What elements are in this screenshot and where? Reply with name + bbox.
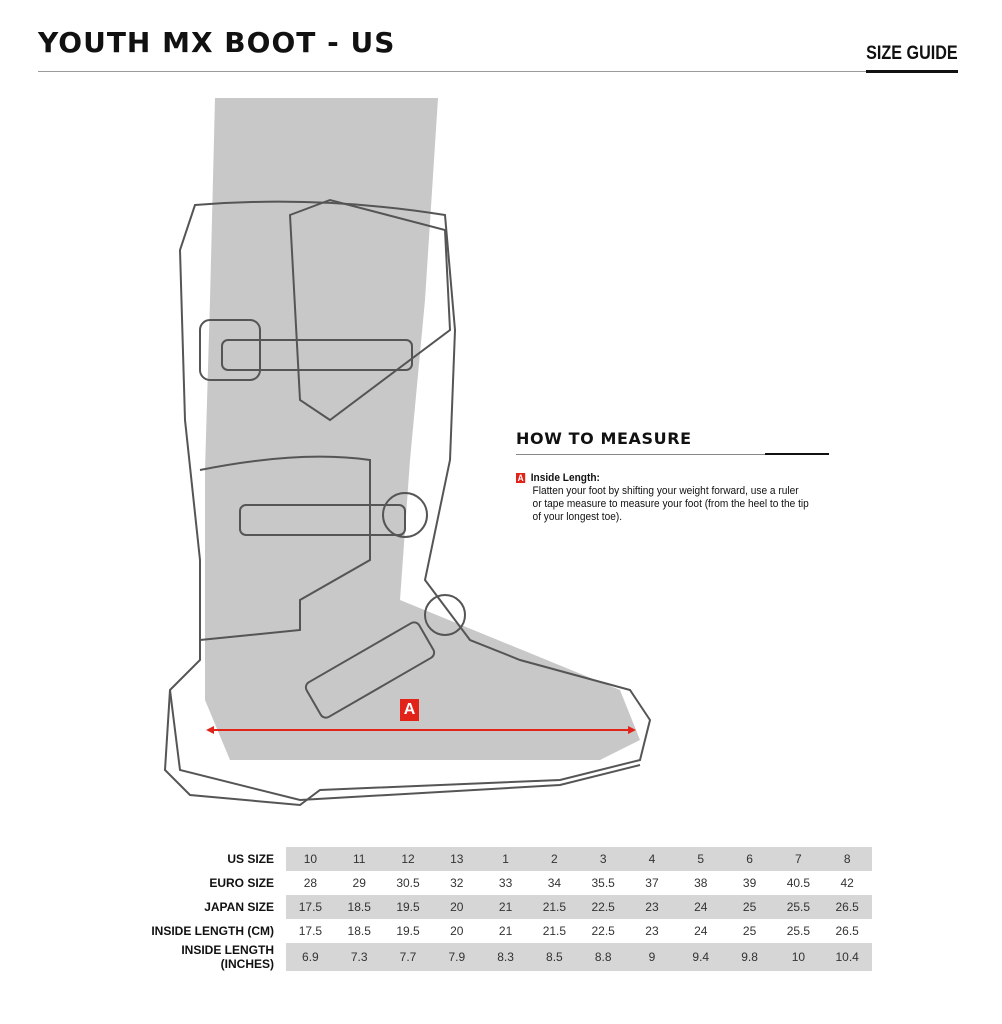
measure-marker-a: A (400, 699, 419, 721)
table-cell: 4 (627, 847, 677, 871)
table-cell: 25 (725, 895, 774, 919)
table-cell: 39 (742, 876, 757, 890)
table-cell: 38 (694, 876, 708, 890)
size-table: US SIZE 10 11 12 13 1 2 3 4 5 6 7 8 EURO SIZE 28 29 30.5… (130, 847, 872, 971)
table-cell: 23 (627, 895, 677, 919)
table-cell: 8 (822, 847, 872, 871)
table-cell: 21 (481, 895, 530, 919)
table-cell: 40.5 (786, 876, 811, 890)
page-title: YOUTH MX BOOT - US (38, 26, 396, 59)
table-cell: 22.5 (591, 924, 615, 938)
table-cell: 30.5 (396, 876, 420, 890)
table-cell: 8.3 (481, 943, 530, 971)
table-cell: 9.4 (676, 943, 726, 971)
arrow-head-left (206, 726, 214, 734)
table-cell: 5 (676, 847, 726, 871)
table-cell: 17.5 (286, 895, 335, 919)
table-cell: 7.7 (383, 943, 433, 971)
table-cell: 23 (645, 924, 659, 938)
row-label: INSIDE LENGTH (CM) (151, 924, 274, 938)
table-cell: 21.5 (529, 895, 579, 919)
table-cell: 20 (450, 924, 464, 938)
table-cell: 28 (303, 876, 318, 890)
instruction-text: Flatten your foot by shifting your weigh… (532, 485, 809, 523)
table-cell: 29 (352, 876, 366, 890)
table-row: INSIDE LENGTH (CM) 17.5 18.5 19.5 20 21 21.5 22… (130, 919, 872, 943)
table-row: US SIZE 10 11 12 13 1 2 3 4 5 6 7 8 (130, 847, 872, 871)
how-to-measure-divider (516, 454, 829, 455)
table-cell: 7.3 (334, 943, 384, 971)
table-cell: 21.5 (542, 924, 567, 938)
table-cell: 7.9 (432, 943, 482, 971)
leg-silhouette (205, 98, 640, 760)
table-row: INSIDE LENGTH (INCHES) 6.9 7.3 7.7 7.9 8.3 8.5… (130, 943, 872, 971)
row-label: INSIDE LENGTH (INCHES) (181, 943, 274, 971)
table-cell: 6 (725, 847, 774, 871)
table-cell: 3 (578, 847, 628, 871)
measure-instruction: A Inside Length: Flatten your foot by shi… (516, 472, 810, 524)
table-cell: 11 (334, 847, 384, 871)
table-cell: 19.5 (383, 895, 433, 919)
table-cell: 1 (481, 847, 530, 871)
table-cell: 34 (547, 876, 562, 890)
table-cell: 33 (498, 876, 513, 890)
table-cell: 10.4 (822, 943, 872, 971)
table-row: JAPAN SIZE 17.5 18.5 19.5 20 21 21.5 22.5 23 24 25… (130, 895, 872, 919)
instruction-badge: A (516, 473, 526, 483)
table-cell: 32 (450, 876, 464, 890)
table-row: EURO SIZE 28 29 30.5 32 33 34 35.5 37 38 39 40.5 42 (130, 871, 872, 895)
boot-shaft (163, 200, 652, 807)
table-cell: 18.5 (347, 924, 371, 938)
table-cell: 25.5 (773, 895, 823, 919)
table-cell: 8.5 (529, 943, 579, 971)
table-cell: 26.5 (835, 924, 859, 938)
table-cell: 35.5 (591, 876, 615, 890)
how-to-measure-divider-accent (765, 453, 829, 455)
table-cell: 25 (742, 924, 757, 938)
table-cell: 42 (840, 876, 854, 890)
table-cell: 17.5 (298, 924, 323, 938)
how-to-measure-title: HOW TO MEASURE (516, 429, 692, 448)
table-cell: 9.8 (725, 943, 774, 971)
row-label: JAPAN SIZE (204, 900, 274, 914)
row-label: EURO SIZE (209, 876, 274, 890)
header-divider (38, 71, 958, 72)
instruction-label: Inside Length: (530, 472, 600, 484)
table-cell: 2 (529, 847, 579, 871)
table-cell: 24 (676, 895, 726, 919)
table-cell: 13 (432, 847, 482, 871)
row-label: US SIZE (227, 852, 274, 866)
table-cell: 10 (773, 943, 823, 971)
table-cell: 19.5 (396, 924, 420, 938)
table-cell: 6.9 (286, 943, 335, 971)
table-cell: 24 (694, 924, 708, 938)
table-cell: 8.8 (578, 943, 628, 971)
table-cell: 18.5 (334, 895, 384, 919)
table-cell: 9 (627, 943, 677, 971)
table-cell: 21 (498, 924, 513, 938)
table-cell: 25.5 (786, 924, 811, 938)
table-cell: 10 (286, 847, 335, 871)
arrow-head-right (628, 726, 636, 734)
table-cell: 20 (432, 895, 482, 919)
table-cell: 12 (383, 847, 433, 871)
table-cell: 22.5 (578, 895, 628, 919)
sole (169, 689, 641, 802)
table-cell: 26.5 (822, 895, 872, 919)
header-divider-accent (866, 70, 958, 73)
boot-illustration (163, 98, 652, 807)
table-cell: 37 (645, 876, 659, 890)
table-cell: 7 (773, 847, 823, 871)
section-label: SIZE GUIDE (866, 43, 958, 64)
